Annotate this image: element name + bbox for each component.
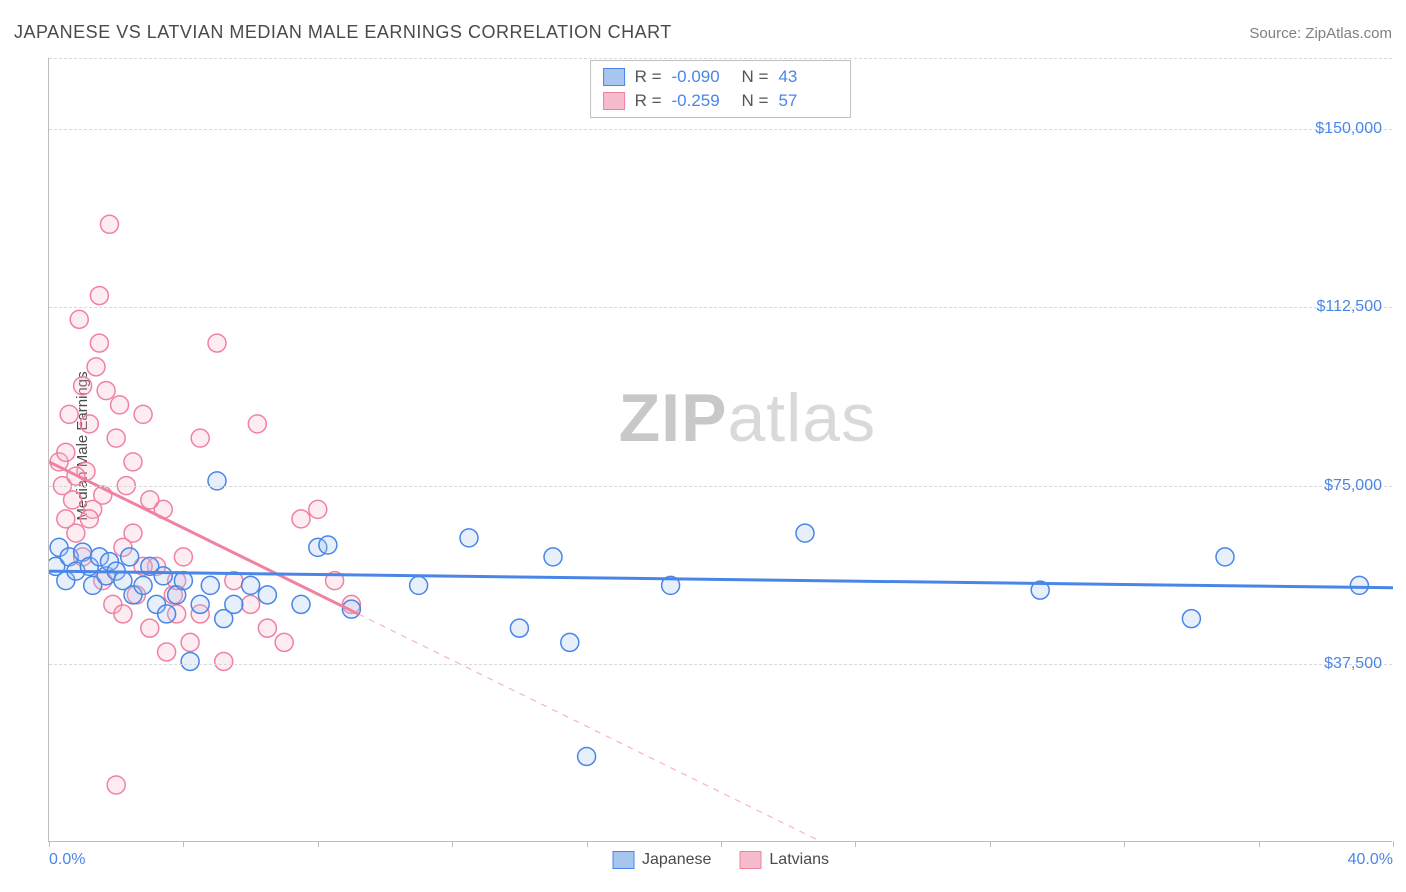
- y-tick-label: $75,000: [1324, 477, 1382, 495]
- gridline: [49, 486, 1392, 487]
- gridline: [49, 58, 1392, 59]
- data-point-japanese: [154, 567, 172, 585]
- data-point-japanese: [1350, 576, 1368, 594]
- gridline: [49, 664, 1392, 665]
- swatch-latvians: [603, 92, 625, 110]
- data-point-latvians: [64, 491, 82, 509]
- swatch-japanese: [603, 68, 625, 86]
- data-point-japanese: [510, 619, 528, 637]
- legend-item-japanese: Japanese: [612, 851, 711, 869]
- data-point-japanese: [201, 576, 219, 594]
- data-point-latvians: [60, 405, 78, 423]
- data-point-latvians: [114, 605, 132, 623]
- data-point-latvians: [97, 382, 115, 400]
- x-tick: [1393, 841, 1394, 847]
- data-point-latvians: [248, 415, 266, 433]
- data-point-latvians: [275, 633, 293, 651]
- data-point-japanese: [208, 472, 226, 490]
- data-point-japanese: [319, 536, 337, 554]
- legend-swatch-latvians: [739, 851, 761, 869]
- data-point-japanese: [578, 747, 596, 765]
- x-tick: [318, 841, 319, 847]
- data-point-japanese: [796, 524, 814, 542]
- data-point-japanese: [1216, 548, 1234, 566]
- data-point-japanese: [460, 529, 478, 547]
- data-point-latvians: [181, 633, 199, 651]
- data-point-latvians: [107, 776, 125, 794]
- data-point-japanese: [544, 548, 562, 566]
- data-point-latvians: [258, 619, 276, 637]
- data-point-japanese: [121, 548, 139, 566]
- data-point-latvians: [111, 396, 129, 414]
- data-point-latvians: [87, 358, 105, 376]
- data-point-japanese: [561, 633, 579, 651]
- data-point-japanese: [134, 576, 152, 594]
- y-tick-label: $150,000: [1315, 120, 1382, 138]
- data-point-latvians: [57, 443, 75, 461]
- legend-item-latvians: Latvians: [739, 851, 829, 869]
- data-point-latvians: [70, 310, 88, 328]
- x-tick: [49, 841, 50, 847]
- data-point-japanese: [258, 586, 276, 604]
- gridline: [49, 307, 1392, 308]
- x-tick: [183, 841, 184, 847]
- x-tick: [1124, 841, 1125, 847]
- x-tick-label: 0.0%: [49, 851, 85, 869]
- x-tick: [587, 841, 588, 847]
- x-tick: [1259, 841, 1260, 847]
- data-point-latvians: [215, 652, 233, 670]
- scatter-plot-area: ZIPatlas R = -0.090 N = 43 R = -0.259 N …: [48, 58, 1392, 842]
- data-point-latvians: [90, 334, 108, 352]
- data-point-latvians: [208, 334, 226, 352]
- data-point-japanese: [1182, 610, 1200, 628]
- data-point-latvians: [191, 429, 209, 447]
- data-point-latvians: [74, 377, 92, 395]
- data-point-latvians: [124, 453, 142, 471]
- trend-line-dashed-latvians: [358, 614, 822, 842]
- data-point-latvians: [309, 500, 327, 518]
- y-tick-label: $37,500: [1324, 655, 1382, 673]
- legend-swatch-japanese: [612, 851, 634, 869]
- x-tick: [855, 841, 856, 847]
- x-tick: [452, 841, 453, 847]
- data-point-latvians: [174, 548, 192, 566]
- stats-row-latvians: R = -0.259 N = 57: [603, 89, 839, 113]
- data-point-latvians: [80, 415, 98, 433]
- series-legend: Japanese Latvians: [612, 851, 829, 869]
- data-point-latvians: [158, 643, 176, 661]
- data-point-latvians: [242, 595, 260, 613]
- data-point-latvians: [90, 287, 108, 305]
- y-tick-label: $112,500: [1316, 298, 1382, 316]
- stats-row-japanese: R = -0.090 N = 43: [603, 65, 839, 89]
- chart-title: JAPANESE VS LATVIAN MEDIAN MALE EARNINGS…: [14, 22, 672, 43]
- data-point-japanese: [181, 652, 199, 670]
- data-point-latvians: [134, 405, 152, 423]
- data-point-japanese: [410, 576, 428, 594]
- data-point-japanese: [225, 595, 243, 613]
- chart-header: JAPANESE VS LATVIAN MEDIAN MALE EARNINGS…: [14, 22, 1392, 43]
- data-point-latvians: [67, 524, 85, 542]
- data-point-latvians: [80, 510, 98, 528]
- gridline: [49, 129, 1392, 130]
- data-point-japanese: [292, 595, 310, 613]
- data-point-latvians: [107, 429, 125, 447]
- data-point-latvians: [292, 510, 310, 528]
- chart-source: Source: ZipAtlas.com: [1249, 25, 1392, 42]
- data-point-japanese: [242, 576, 260, 594]
- x-tick: [721, 841, 722, 847]
- data-point-japanese: [158, 605, 176, 623]
- data-point-latvians: [141, 619, 159, 637]
- x-tick: [990, 841, 991, 847]
- x-tick-label: 40.0%: [1348, 851, 1393, 869]
- data-point-latvians: [100, 215, 118, 233]
- correlation-stats-box: R = -0.090 N = 43 R = -0.259 N = 57: [590, 60, 852, 118]
- data-point-japanese: [191, 595, 209, 613]
- svg-layer: [49, 58, 1393, 842]
- data-point-latvians: [141, 491, 159, 509]
